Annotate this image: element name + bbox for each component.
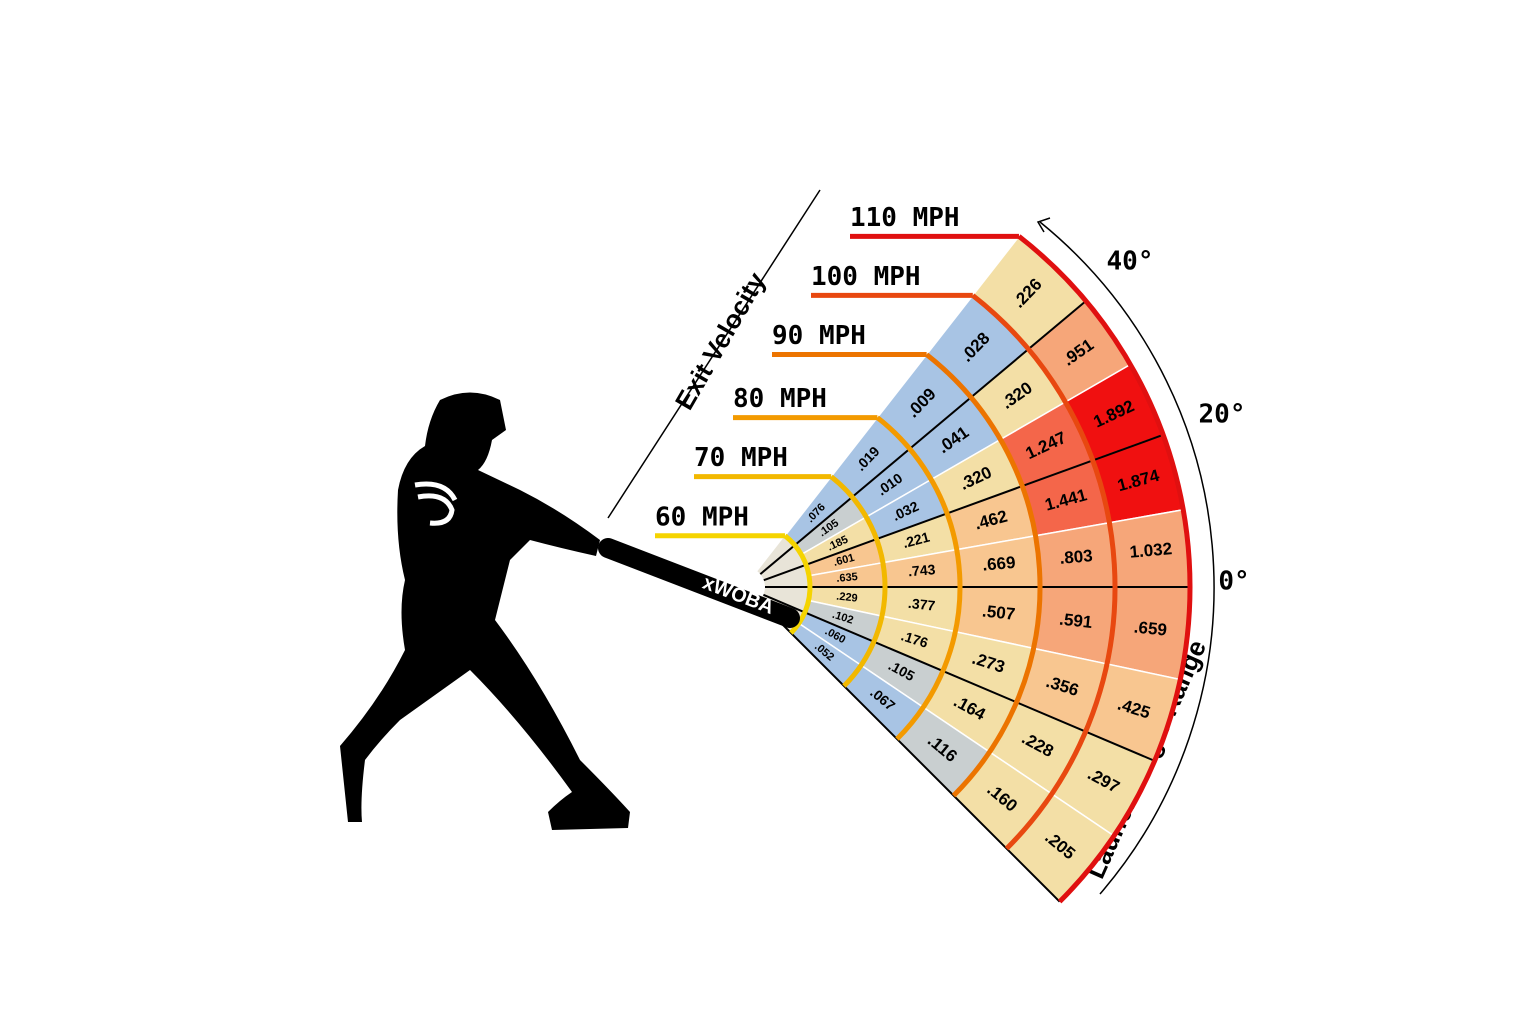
angle-label: 40° [1107, 247, 1154, 277]
xwoba-value: .507 [981, 601, 1016, 623]
speed-label: 110 MPH [850, 203, 960, 233]
speed-arc [925, 352, 1043, 798]
speed-label: 100 MPH [811, 262, 921, 292]
angle-divider [763, 593, 1156, 762]
xwoba-value: .591 [1058, 610, 1093, 632]
xwoba-value: .743 [907, 561, 936, 579]
speed-label: 70 MPH [694, 443, 788, 473]
xwoba-value: .803 [1059, 546, 1094, 568]
speed-arc [875, 415, 963, 741]
speed-label: 60 MPH [655, 502, 749, 532]
bat [598, 538, 800, 628]
batter-silhouette [340, 392, 630, 830]
xwoba-value: .221 [901, 528, 932, 551]
xwoba-value: .669 [982, 553, 1017, 575]
xwoba-value: .229 [836, 591, 859, 605]
xwoba-value: .659 [1133, 617, 1168, 639]
exit-velocity-rule [607, 189, 821, 519]
launch-angle-arc [1039, 221, 1215, 895]
angle-divider [759, 300, 1087, 575]
xwoba-value: .377 [907, 595, 936, 614]
speed-label: 80 MPH [733, 384, 827, 414]
xwoba-value: .601 [832, 552, 856, 569]
angle-label: 20° [1199, 400, 1246, 430]
speed-label: 90 MPH [772, 321, 866, 351]
speed-arc [783, 533, 813, 635]
cell-labels: .076.105.185.601.635.229.102.060.052.019… [804, 275, 1173, 864]
angle-divider [763, 433, 1164, 582]
speed-arc [1017, 234, 1193, 904]
batter-logo [414, 481, 458, 526]
arrow-head [1036, 217, 1051, 233]
xwoba-value: .635 [836, 571, 858, 585]
speed-arc [971, 293, 1118, 851]
dividers: 60 MPH 70 MPH 80 MPH 90 MPH 100 MPH 110 MPH [655, 203, 1193, 904]
speed-arc [829, 474, 888, 688]
xwoba-value: .176 [899, 627, 930, 651]
angle-divider [758, 600, 1061, 903]
xwoba-value: 1.032 [1129, 539, 1173, 562]
angle-label: 0° [1218, 567, 1249, 597]
